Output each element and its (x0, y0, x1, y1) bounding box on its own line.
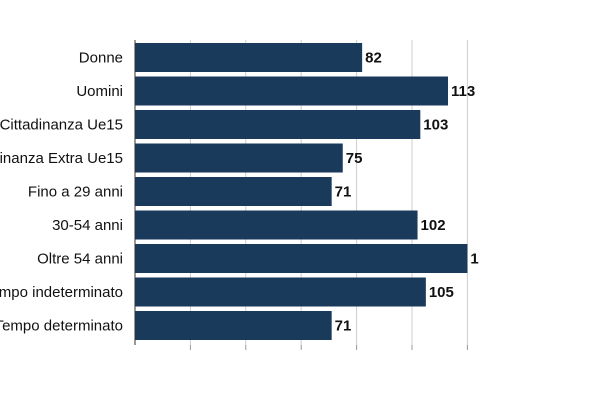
category-label: Uomini (76, 83, 123, 100)
value-label: 103 (423, 117, 448, 134)
bar (135, 43, 363, 72)
value-label: 102 (421, 217, 446, 234)
category-label: Donne (79, 50, 123, 67)
category-label: Oltre 54 anni (37, 251, 123, 268)
category-label: 30-54 anni (52, 217, 123, 234)
bar (135, 177, 332, 206)
value-label: 113 (451, 83, 475, 100)
category-label: Cittadinanza Ue15 (0, 117, 123, 134)
bar (135, 244, 468, 273)
bar (135, 277, 426, 307)
bar (135, 311, 332, 340)
value-label: 1 (470, 251, 478, 268)
bar (135, 76, 449, 106)
category-label: Fino a 29 anni (28, 184, 123, 201)
category-label: Tempo determinato (0, 318, 123, 335)
bar (135, 110, 421, 139)
value-label: 71 (335, 318, 352, 335)
bar (135, 143, 343, 173)
value-label: 75 (346, 150, 363, 167)
category-label: Tempo indeterminato (0, 284, 123, 301)
category-label: Cittadinanza Extra Ue15 (0, 150, 123, 167)
category-labels: Donne Uomini Cittadinanza Ue15 Cittadinanza… (0, 50, 123, 335)
value-label: 82 (365, 50, 382, 67)
bar (135, 210, 418, 240)
bars (135, 43, 468, 340)
value-label: 71 (335, 184, 352, 201)
value-label: 105 (429, 284, 454, 301)
